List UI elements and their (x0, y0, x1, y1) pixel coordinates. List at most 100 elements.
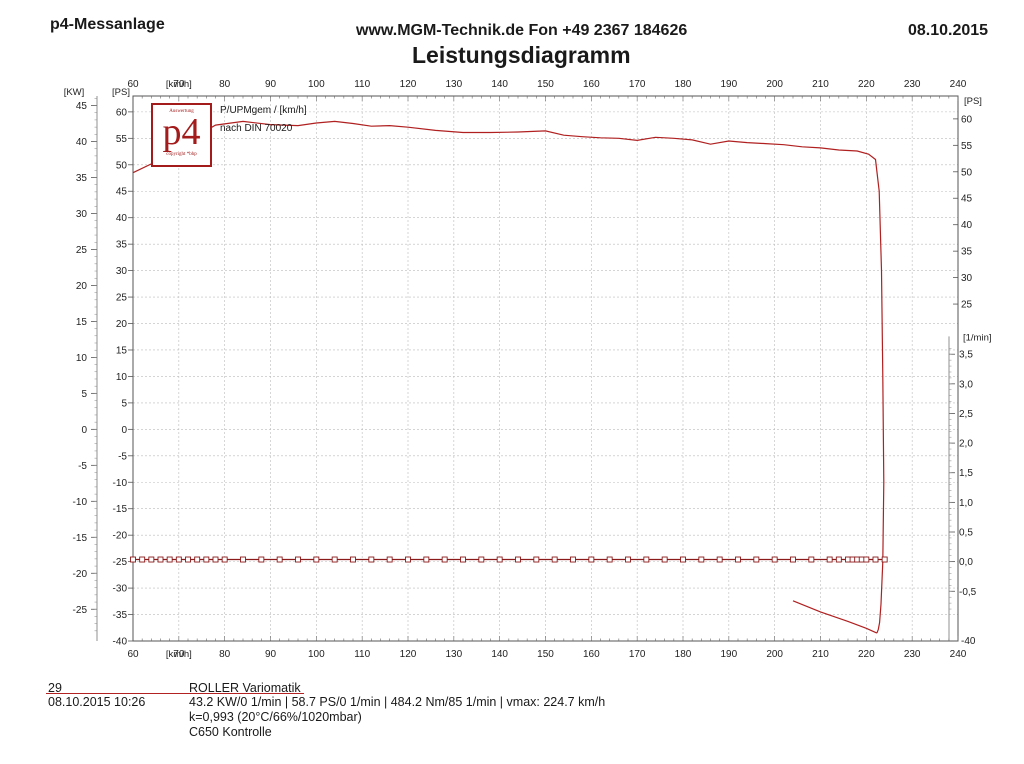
ps-tick-label: -5 (118, 451, 127, 462)
rpm-tick-label: 0,5 (959, 528, 973, 539)
ps-right-tick-label: 50 (961, 167, 973, 178)
ps-tick-label: 50 (116, 160, 128, 171)
rpm-tick-label: 0,0 (959, 557, 973, 568)
ps-right-tick-label: 55 (961, 141, 973, 152)
ps-unit-right: [PS] (964, 96, 982, 107)
series-marker (716, 556, 723, 563)
series-marker (790, 556, 796, 563)
series-marker (808, 556, 815, 563)
chart-title: Leistungsdiagramm (412, 42, 631, 68)
x-tick-bottom: 80 (219, 649, 231, 660)
ps-right-tick-label: 35 (961, 247, 973, 258)
series-marker (194, 556, 201, 563)
x-tick-bottom: 120 (400, 649, 417, 660)
x-tick-bottom: 70 (173, 649, 185, 660)
kw-tick-label: 10 (76, 353, 88, 364)
x-tick-top: 80 (219, 79, 231, 90)
kw-tick-label: 20 (76, 281, 88, 292)
ps-tick-label: -30 (113, 584, 128, 595)
x-tick-top: 100 (308, 79, 325, 90)
series-marker (606, 556, 613, 563)
series-marker (240, 556, 246, 563)
series-marker (588, 556, 595, 563)
series-marker (258, 556, 265, 563)
rpm-tick-label: -0,5 (959, 587, 977, 598)
ps-tick-label: 25 (116, 293, 128, 304)
kw-tick-label: 25 (76, 245, 88, 256)
x-tick-top: 70 (173, 79, 185, 90)
ps-tick-label: 30 (116, 266, 128, 277)
x-tick-top: 130 (445, 79, 462, 90)
ps-tick-label: -25 (113, 557, 128, 568)
logo-text: p4 (162, 111, 201, 153)
kw-tick-label: -25 (73, 605, 88, 616)
ps-tick-label: -20 (113, 531, 128, 542)
ps-tick-label: 55 (116, 134, 128, 145)
ps-tick-label: -35 (113, 610, 128, 621)
ps-right-tick-label: 25 (961, 300, 973, 311)
x-tick-top: 60 (127, 79, 139, 90)
series-line-0 (132, 120, 885, 634)
kw-tick-label: 15 (76, 317, 88, 328)
series-marker (863, 556, 870, 563)
x-unit-bottom: [km/h] (166, 649, 192, 660)
x-tick-bottom: 180 (675, 649, 692, 660)
series-marker (698, 556, 705, 563)
footer-datetime: 08.10.2015 10:26 (48, 695, 146, 709)
x-tick-top: 110 (354, 79, 370, 90)
series-marker (350, 556, 356, 563)
ps-unit-left: [PS] (112, 87, 130, 98)
x-tick-top: 240 (950, 79, 967, 90)
logo-bottom-text: copyright *bhp (166, 152, 197, 157)
ps-tick-label: 5 (121, 398, 127, 409)
series-marker (478, 556, 485, 563)
x-tick-bottom: 190 (720, 649, 737, 660)
footer-vehicle: ROLLER Variomatik (189, 681, 301, 695)
ps-tick-label: 0 (121, 425, 127, 436)
x-tick-top: 170 (629, 79, 646, 90)
kw-tick-label: 45 (76, 101, 88, 112)
rpm-tick-label: 2,5 (959, 409, 973, 420)
kw-tick-label: 30 (76, 209, 88, 220)
x-tick-bottom: 100 (308, 649, 325, 660)
x-tick-bottom: 170 (629, 649, 646, 660)
ps-tick-label: 40 (116, 213, 128, 224)
x-tick-bottom: 210 (812, 649, 829, 660)
x-tick-bottom: 200 (766, 649, 783, 660)
x-tick-bottom: 240 (950, 649, 967, 660)
ps-tick-label: -10 (113, 478, 128, 489)
series-marker (643, 556, 650, 563)
series-marker (386, 556, 393, 563)
x-tick-bottom: 220 (858, 649, 875, 660)
series-marker (148, 556, 155, 563)
series-marker (872, 556, 879, 563)
ps-tick-label: 45 (116, 187, 128, 198)
ps-right-tick-label: 30 (961, 273, 973, 284)
series-marker (441, 556, 448, 563)
series-marker (881, 556, 888, 563)
series-marker (680, 556, 686, 563)
x-tick-top: 180 (675, 79, 692, 90)
series-marker (625, 556, 631, 563)
x-tick-top: 200 (766, 79, 783, 90)
series-marker (368, 556, 375, 563)
x-tick-top: 220 (858, 79, 875, 90)
grid (133, 96, 958, 641)
x-tick-top: 190 (720, 79, 737, 90)
x-tick-bottom: 110 (354, 649, 370, 660)
ps-tick-label: 60 (116, 107, 128, 118)
axes (91, 95, 959, 642)
footer-number: 29 (48, 681, 62, 695)
x-tick-top: 230 (904, 79, 921, 90)
kw-tick-label: -15 (73, 533, 88, 544)
series-marker (203, 556, 210, 563)
series-marker (175, 556, 182, 563)
rpm-bottom-label: -40 (961, 636, 976, 647)
x-tick-top: 210 (812, 79, 829, 90)
series-marker (423, 556, 430, 563)
logo-top-text: Auswertung (169, 109, 194, 114)
series-marker (185, 556, 191, 563)
x-tick-top: 90 (265, 79, 277, 90)
kw-tick-label: -5 (78, 461, 87, 472)
series-marker (139, 556, 146, 563)
